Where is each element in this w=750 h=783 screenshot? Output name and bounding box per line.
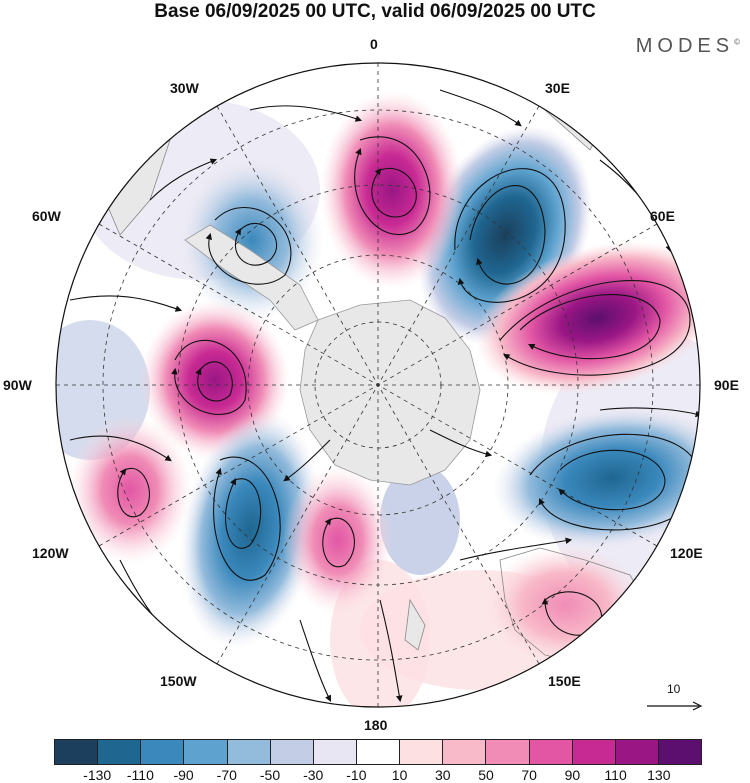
colorbar-tick-label: -70 [216, 767, 237, 783]
reference-vector: 10 [645, 680, 705, 716]
colorbar-swatch [658, 740, 702, 764]
colorbar-tick-label: 90 [564, 767, 581, 783]
lon-label-120e: 120E [670, 545, 703, 561]
map-border [55, 62, 701, 708]
colorbar-tick-label: 110 [604, 767, 627, 783]
brand-mark: © [734, 37, 740, 47]
brand-name: MODES [635, 35, 735, 57]
colorbar-swatch [443, 740, 487, 764]
colorbar-swatch [227, 740, 271, 764]
shaded-field [56, 63, 700, 707]
reference-arrow-icon [647, 701, 703, 711]
colorbar-tick-label: -10 [346, 767, 367, 783]
lon-label-90e: 90E [714, 377, 739, 393]
colorbar-swatch [55, 740, 99, 764]
colorbar-tick-label: 130 [647, 767, 671, 783]
colorbar-swatch [270, 740, 314, 764]
colorbar-swatch [615, 740, 659, 764]
colorbar-swatch [486, 740, 530, 764]
modes-logo: MODES© [636, 35, 740, 58]
colorbar-swatch [356, 740, 401, 764]
streamlines [69, 89, 700, 703]
lon-label-30e: 30E [545, 80, 570, 96]
reference-vector-label: 10 [667, 682, 681, 696]
colorbar-swatch [529, 740, 573, 764]
colorbar-tick-label: 70 [521, 767, 537, 783]
colorbar-tick-label: -50 [259, 767, 281, 783]
colorbar-swatch [400, 740, 444, 764]
colorbar-tick-label: -90 [173, 767, 194, 783]
lon-label-120w: 120W [32, 545, 69, 561]
colorbar-tick-label: 30 [435, 767, 451, 783]
colorbar-tick-label: -130 [83, 767, 112, 783]
colorbar-swatch [141, 740, 185, 764]
lon-label-0: 0 [370, 36, 378, 52]
colorbar [54, 739, 702, 765]
chart-title: Base 06/09/2025 00 UTC, valid 06/09/2025… [154, 1, 596, 22]
colorbar-swatch [572, 740, 616, 764]
lon-label-90w: 90W [3, 377, 32, 393]
colorbar-tick-label: 50 [478, 767, 494, 783]
colorbar-swatch [98, 740, 142, 764]
lon-label-180: 180 [364, 717, 388, 733]
colorbar-tick-label: 10 [391, 767, 408, 783]
colorbar-tick-label: -110 [126, 767, 154, 783]
lon-label-30w: 30W [170, 80, 199, 96]
lon-label-60e: 60E [650, 208, 675, 224]
colorbar-swatch [313, 740, 357, 764]
colorbar-swatch [184, 740, 228, 764]
lon-label-150w: 150W [160, 673, 197, 689]
lon-label-150e: 150E [548, 673, 581, 689]
colorbar-ticks: -130 -110 -90 -70 -50 -30 -10 10 30 50 70 90 110 130 [54, 767, 702, 783]
lon-label-60w: 60W [32, 208, 61, 224]
colorbar-tick-label: -30 [303, 767, 324, 783]
